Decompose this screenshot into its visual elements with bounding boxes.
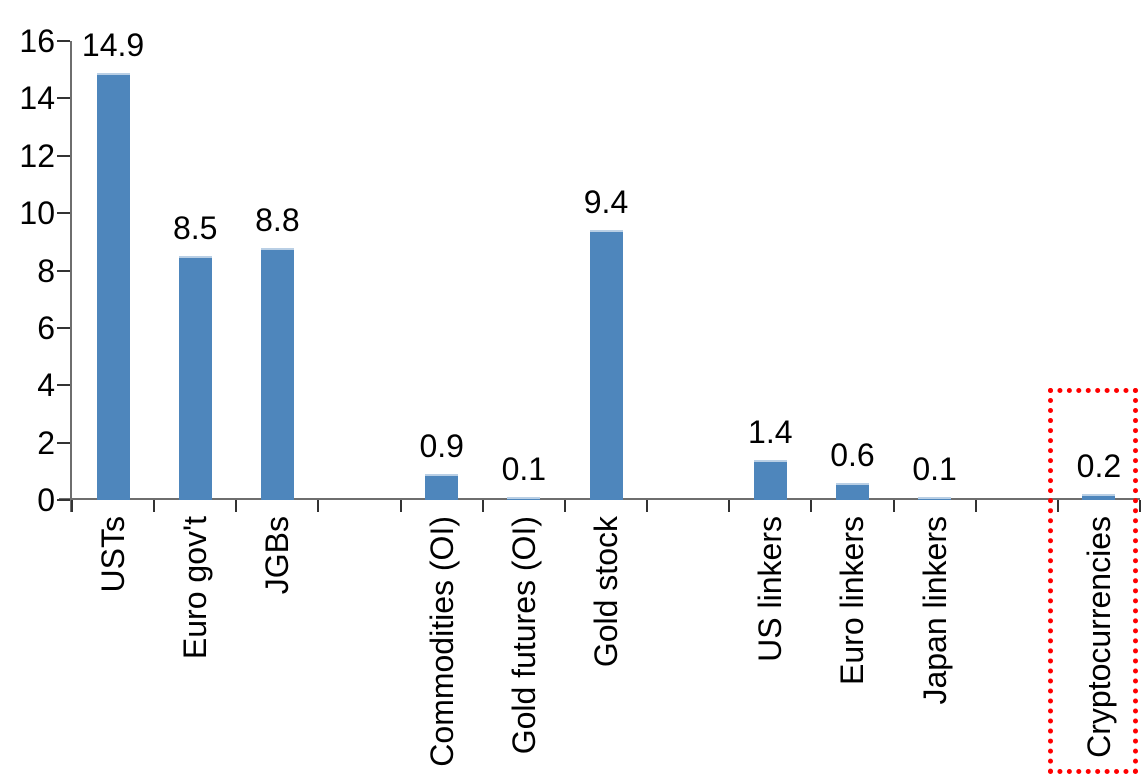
y-axis-tick-label: 12 xyxy=(19,137,55,174)
y-axis-line xyxy=(70,41,72,512)
y-axis-tick-label: 16 xyxy=(19,23,55,59)
x-category-label: JGBs xyxy=(259,516,296,595)
y-axis-tick-label: 4 xyxy=(37,367,55,404)
x-axis-tick xyxy=(728,500,731,512)
x-category-label: US linkers xyxy=(752,516,789,662)
bar-value-label: 1.4 xyxy=(748,413,793,450)
y-axis-tick-label: 2 xyxy=(37,424,55,461)
y-axis-tick xyxy=(57,269,70,272)
x-category-label: Commodities (OI) xyxy=(423,516,460,767)
bar-value-label: 0.1 xyxy=(912,451,957,488)
x-axis-tick xyxy=(71,500,73,512)
x-axis-tick xyxy=(1139,500,1141,512)
bar-commodities-oi xyxy=(425,474,459,500)
bar-us-linkers xyxy=(753,459,787,500)
y-axis-tick xyxy=(57,499,70,501)
bar-value-label: 14.9 xyxy=(81,26,145,63)
x-axis-tick xyxy=(974,500,977,512)
y-axis-tick xyxy=(57,212,70,215)
x-axis-tick xyxy=(1056,500,1059,512)
y-axis-tick xyxy=(57,154,70,157)
bar-value-label: 0.9 xyxy=(419,428,464,465)
bar-gold-stock xyxy=(589,230,623,500)
x-category-label: Japan linkers xyxy=(916,516,953,705)
bar-cryptocurrencies xyxy=(1082,494,1116,500)
x-category-label: Gold futures (OI) xyxy=(505,516,542,755)
bar-value-label: 9.4 xyxy=(583,184,629,221)
x-axis-tick xyxy=(646,500,649,512)
x-category-label: USTs xyxy=(95,516,132,593)
y-axis-tick xyxy=(57,326,70,329)
y-axis-tick-label: 6 xyxy=(37,309,55,346)
y-axis-tick-label: 14 xyxy=(19,80,55,117)
x-category-label: Gold stock xyxy=(588,516,624,668)
x-axis-tick xyxy=(399,500,402,512)
x-axis-tick xyxy=(892,500,895,512)
y-axis-tick-label: 8 xyxy=(37,252,55,289)
x-axis-tick xyxy=(481,500,484,512)
bar-value-label: 8.5 xyxy=(172,210,218,247)
highlight-box-cryptocurrencies xyxy=(1047,388,1138,774)
bar-euro-linkers xyxy=(835,482,869,500)
y-axis-tick xyxy=(57,384,70,387)
x-axis-tick xyxy=(563,500,566,512)
bar-jgbs xyxy=(260,247,294,500)
x-axis-tick xyxy=(810,500,813,512)
y-axis-tick xyxy=(57,441,70,444)
x-axis-tick xyxy=(153,500,156,512)
bar-value-label: 0.1 xyxy=(501,451,547,488)
bar-japan-linkers xyxy=(918,497,952,500)
y-axis-tick xyxy=(57,40,70,42)
bar-value-label: 0.2 xyxy=(1076,448,1122,485)
bar-gold-futures-oi xyxy=(507,497,541,500)
y-axis-tick xyxy=(57,97,70,100)
bar-value-label: 0.6 xyxy=(830,436,875,473)
y-axis-tick-label: 10 xyxy=(19,195,55,232)
x-category-label: Euro linkers xyxy=(834,516,871,685)
y-axis-tick-label: 0 xyxy=(37,482,55,518)
bar-usts xyxy=(96,72,130,500)
bar-euro-gov-t xyxy=(178,256,212,500)
x-category-label: Euro gov't xyxy=(177,516,214,660)
x-axis-tick xyxy=(235,500,238,512)
bar-value-label: 8.8 xyxy=(255,201,300,238)
x-axis-tick xyxy=(317,500,320,512)
